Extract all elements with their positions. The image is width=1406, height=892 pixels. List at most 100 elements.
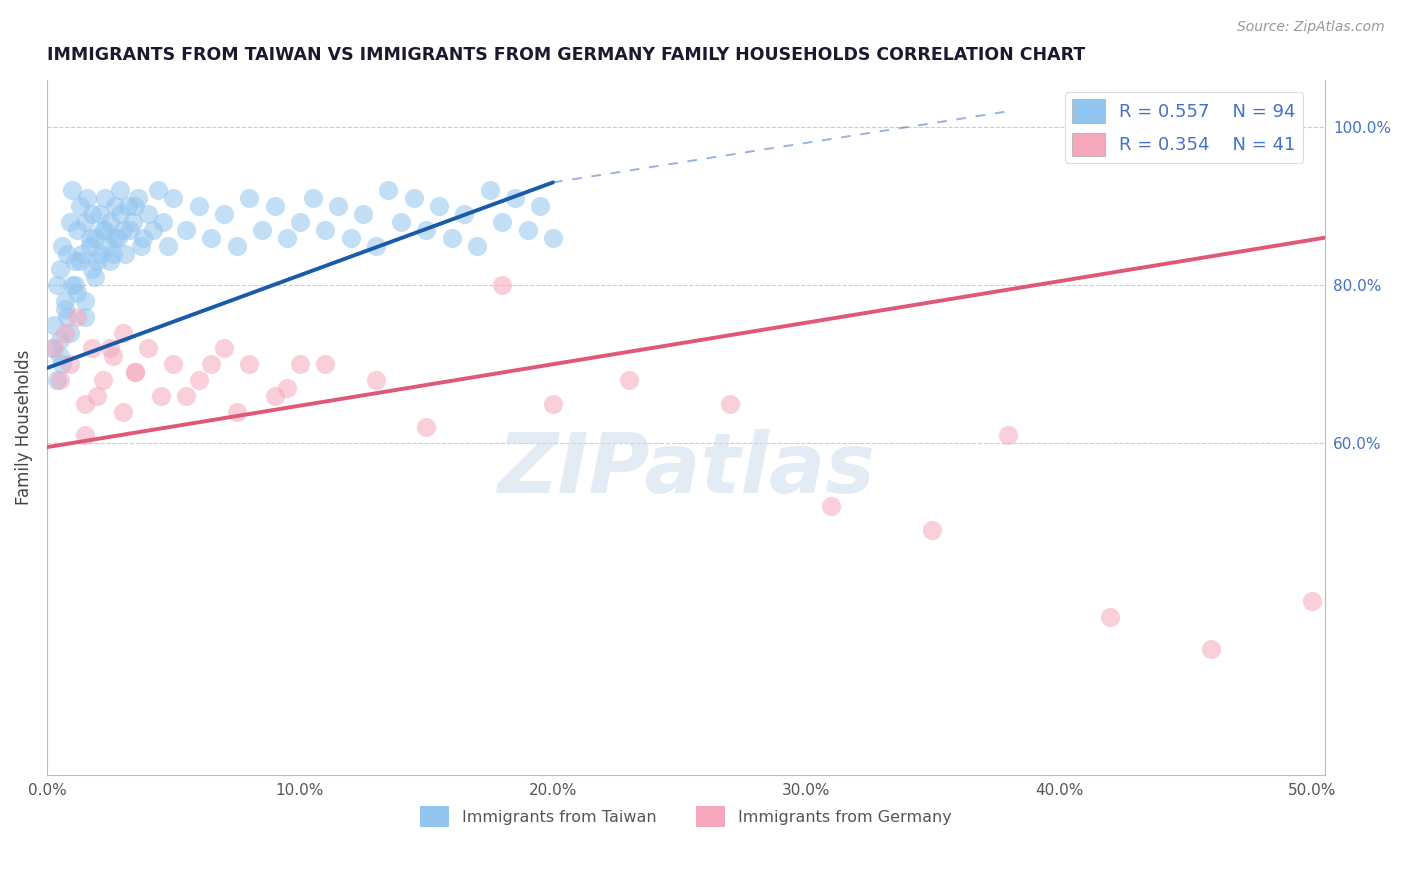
Point xyxy=(314,357,336,371)
Point xyxy=(238,357,260,371)
Point xyxy=(48,262,70,277)
Y-axis label: Family Households: Family Households xyxy=(15,350,32,505)
Point xyxy=(48,373,70,387)
Point xyxy=(84,270,107,285)
Point xyxy=(60,278,83,293)
Point xyxy=(440,231,463,245)
Text: IMMIGRANTS FROM TAIWAN VS IMMIGRANTS FROM GERMANY FAMILY HOUSEHOLDS CORRELATION : IMMIGRANTS FROM TAIWAN VS IMMIGRANTS FRO… xyxy=(46,46,1085,64)
Point xyxy=(110,183,132,197)
Point xyxy=(117,199,139,213)
Point xyxy=(364,238,387,252)
Point xyxy=(86,389,108,403)
Point xyxy=(111,404,134,418)
Point xyxy=(136,342,159,356)
Point xyxy=(415,223,437,237)
Point xyxy=(162,191,184,205)
Point xyxy=(225,238,247,252)
Point xyxy=(79,231,101,245)
Point xyxy=(402,191,425,205)
Point xyxy=(718,397,741,411)
Point xyxy=(111,326,134,340)
Point xyxy=(212,342,235,356)
Point xyxy=(157,238,180,252)
Point xyxy=(73,310,96,324)
Point xyxy=(44,318,66,332)
Point xyxy=(122,215,145,229)
Point xyxy=(66,310,89,324)
Point xyxy=(174,389,197,403)
Point xyxy=(111,223,134,237)
Point xyxy=(41,342,63,356)
Point xyxy=(110,207,132,221)
Point xyxy=(76,191,98,205)
Point xyxy=(46,278,69,293)
Point xyxy=(174,223,197,237)
Point xyxy=(44,342,66,356)
Point xyxy=(529,199,551,213)
Point xyxy=(73,293,96,308)
Text: Source: ZipAtlas.com: Source: ZipAtlas.com xyxy=(1237,20,1385,34)
Point xyxy=(465,238,488,252)
Point xyxy=(59,326,82,340)
Point xyxy=(120,223,142,237)
Point xyxy=(94,223,117,237)
Point xyxy=(51,357,73,371)
Point xyxy=(152,215,174,229)
Point xyxy=(263,389,285,403)
Point xyxy=(503,191,526,205)
Point xyxy=(148,183,170,197)
Point xyxy=(377,183,399,197)
Point xyxy=(1098,610,1121,624)
Point xyxy=(263,199,285,213)
Point xyxy=(997,428,1019,442)
Point xyxy=(124,365,146,379)
Point xyxy=(86,254,108,268)
Point xyxy=(187,373,209,387)
Point xyxy=(59,357,82,371)
Point xyxy=(51,238,73,252)
Point xyxy=(114,246,136,260)
Point xyxy=(276,381,298,395)
Point xyxy=(326,199,349,213)
Point xyxy=(389,215,412,229)
Point xyxy=(48,349,70,363)
Point xyxy=(491,278,513,293)
Point xyxy=(98,254,121,268)
Point xyxy=(200,231,222,245)
Legend: Immigrants from Taiwan, Immigrants from Germany: Immigrants from Taiwan, Immigrants from … xyxy=(413,800,957,833)
Point xyxy=(225,404,247,418)
Point xyxy=(1199,641,1222,656)
Point xyxy=(288,215,311,229)
Point xyxy=(101,246,124,260)
Point xyxy=(82,342,104,356)
Point xyxy=(107,231,129,245)
Point xyxy=(89,246,111,260)
Point xyxy=(415,420,437,434)
Point xyxy=(124,365,146,379)
Point xyxy=(301,191,323,205)
Point xyxy=(491,215,513,229)
Point xyxy=(250,223,273,237)
Point xyxy=(149,389,172,403)
Point xyxy=(101,349,124,363)
Point xyxy=(200,357,222,371)
Point xyxy=(820,500,842,514)
Point xyxy=(288,357,311,371)
Text: ZIPatlas: ZIPatlas xyxy=(496,429,875,509)
Point xyxy=(516,223,538,237)
Point xyxy=(617,373,640,387)
Point xyxy=(921,523,943,537)
Point xyxy=(84,231,107,245)
Point xyxy=(53,301,76,316)
Point xyxy=(478,183,501,197)
Point xyxy=(66,223,89,237)
Point xyxy=(136,207,159,221)
Point xyxy=(98,342,121,356)
Point xyxy=(104,199,127,213)
Point xyxy=(187,199,209,213)
Point xyxy=(427,199,450,213)
Point xyxy=(129,238,152,252)
Point xyxy=(63,278,86,293)
Point xyxy=(97,238,120,252)
Point xyxy=(69,254,91,268)
